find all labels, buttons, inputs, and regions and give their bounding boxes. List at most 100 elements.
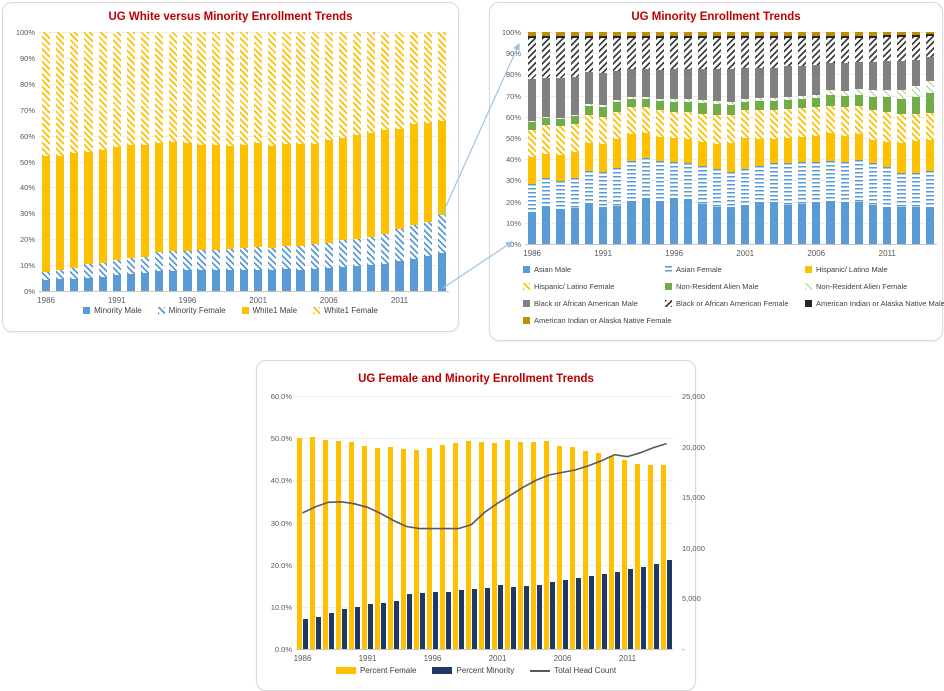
bar-segment	[812, 162, 821, 203]
bar-segment	[126, 32, 135, 145]
bar-segment	[925, 206, 934, 244]
bar-segment	[613, 71, 622, 100]
bar-segment	[897, 32, 906, 36]
y-axis-tick-label: 90%	[19, 53, 35, 63]
bar-segment	[211, 32, 220, 146]
bar-segment	[584, 38, 594, 73]
bar-segment	[726, 171, 736, 207]
bar-segment	[395, 229, 404, 261]
bar-percent-minority	[446, 591, 451, 649]
bar-segment	[98, 276, 107, 291]
bar-segment	[70, 32, 79, 154]
bar-segment	[112, 259, 121, 276]
bar-segment	[112, 275, 121, 291]
bar-segment	[670, 98, 679, 102]
bar-segment	[755, 32, 764, 37]
bar-segment	[854, 201, 863, 244]
bar-segment	[556, 77, 565, 118]
bar-segment	[423, 256, 432, 291]
bar-percent-minority	[498, 585, 503, 649]
bar-segment	[712, 104, 721, 115]
bar-segment	[868, 90, 878, 97]
bar-segment	[395, 32, 404, 129]
bar-segment	[570, 76, 579, 115]
bar-segment	[826, 106, 835, 133]
bar-percent-minority	[641, 567, 646, 649]
bar-segment	[769, 97, 778, 101]
bar-percent-female	[505, 440, 510, 649]
legend-swatch	[665, 266, 672, 273]
x-axis-line	[39, 291, 449, 292]
bar-segment	[584, 36, 594, 39]
bar-segment	[599, 144, 608, 172]
x-axis-tick-label: 1986	[523, 249, 541, 258]
bar-segment	[897, 89, 906, 100]
bar-segment	[783, 32, 792, 37]
bar-segment	[812, 32, 821, 37]
bar-percent-minority	[615, 572, 620, 649]
bar-segment	[726, 38, 736, 70]
bar-segment	[310, 269, 319, 291]
bar-segment	[225, 270, 234, 291]
y-axis-tick-label: 0.0%	[274, 645, 292, 654]
legend-swatch	[523, 283, 530, 290]
bar-segment	[556, 181, 565, 210]
bar-segment	[211, 249, 220, 270]
bar-segment	[542, 206, 551, 244]
legend-item: Asian Female	[665, 265, 805, 274]
bar-segment	[197, 32, 206, 145]
bar-segment	[641, 98, 650, 108]
bar-segment	[527, 36, 537, 39]
bar-segment	[627, 133, 636, 162]
y-axis-tick-label: 80%	[19, 79, 35, 89]
bar-segment	[854, 106, 863, 134]
bar-segment	[41, 280, 51, 291]
bar-segment	[698, 165, 707, 204]
y-axis-tick-label: 30%	[19, 209, 35, 219]
bar-segment	[741, 98, 750, 102]
bar-segment	[324, 242, 333, 268]
bar-percent-female	[323, 440, 328, 649]
bar-segment	[783, 138, 792, 164]
bar-segment	[254, 143, 263, 247]
y-axis-tick-label: 90%	[505, 49, 521, 59]
right-y-axis-tick-label: 5,000	[682, 594, 701, 604]
right-y-axis-tick-label: 10,000	[682, 543, 705, 553]
bar-segment	[826, 36, 835, 39]
right-y-axis-tick-label: 20,000	[682, 442, 705, 452]
x-axis-tick-label: 1991	[594, 249, 613, 258]
y-axis-tick-label: 0%	[510, 240, 521, 249]
legend-item: Minority Female	[157, 306, 226, 315]
bar-segment	[627, 96, 636, 99]
bar-segment	[712, 36, 721, 39]
y-axis-tick-label: 20.0%	[270, 560, 292, 570]
bar-segment	[911, 173, 920, 207]
bar-percent-female	[362, 445, 367, 649]
bar-segment	[338, 240, 348, 267]
bar-segment	[183, 270, 192, 291]
bar-segment	[684, 36, 693, 39]
bar-segment	[670, 101, 679, 112]
gridline	[296, 564, 673, 566]
bar-segment	[755, 139, 764, 166]
bar-segment	[897, 206, 906, 244]
legend-swatch	[805, 283, 812, 290]
bar-segment	[741, 68, 750, 99]
gridline	[296, 480, 673, 482]
bar-segment	[712, 114, 721, 145]
bar-segment	[84, 152, 93, 265]
legend-swatch	[665, 283, 672, 290]
bar-segment	[409, 124, 418, 225]
x-axis-tick-label: 1986	[293, 654, 312, 663]
bar-segment	[613, 32, 622, 37]
gridline	[296, 606, 673, 608]
chart-title-minority-detail: UG Minority Enrollment Trends	[631, 11, 801, 23]
y-axis-tick-label: 40%	[505, 155, 521, 165]
bar-segment	[556, 32, 565, 37]
bar-segment	[868, 204, 878, 244]
bar-segment	[854, 89, 863, 95]
bar-percent-minority	[537, 584, 542, 649]
legend-swatch	[523, 266, 530, 273]
bar-segment	[741, 110, 750, 138]
bar-percent-minority	[550, 581, 555, 649]
